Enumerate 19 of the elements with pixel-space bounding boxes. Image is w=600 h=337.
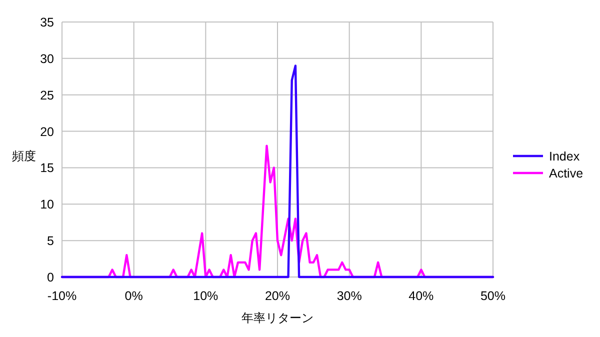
legend-label: Index	[549, 150, 580, 164]
y-tick-label: 10	[40, 198, 54, 212]
y-tick-label: 5	[47, 234, 54, 248]
x-tick-label: 40%	[408, 289, 434, 303]
x-tick-label: 10%	[193, 289, 218, 303]
y-tick-label: 35	[40, 16, 54, 30]
x-tick-label: -10%	[47, 289, 77, 303]
y-tick-label: 30	[40, 52, 54, 66]
x-tick-label: 0%	[124, 289, 143, 303]
y-tick-label: 0	[47, 270, 54, 284]
y-tick-label: 20	[40, 124, 54, 139]
x-tick-label: 30%	[336, 289, 362, 303]
y-tick-label: 25	[40, 88, 54, 102]
x-axis-title: 年率リターン	[242, 311, 314, 325]
y-axis-title: 頻度	[12, 149, 36, 163]
x-tick-label: 50%	[480, 289, 506, 303]
y-tick-label: 15	[40, 161, 54, 176]
legend-label: Active	[549, 166, 584, 180]
x-tick-label: 20%	[264, 289, 290, 303]
